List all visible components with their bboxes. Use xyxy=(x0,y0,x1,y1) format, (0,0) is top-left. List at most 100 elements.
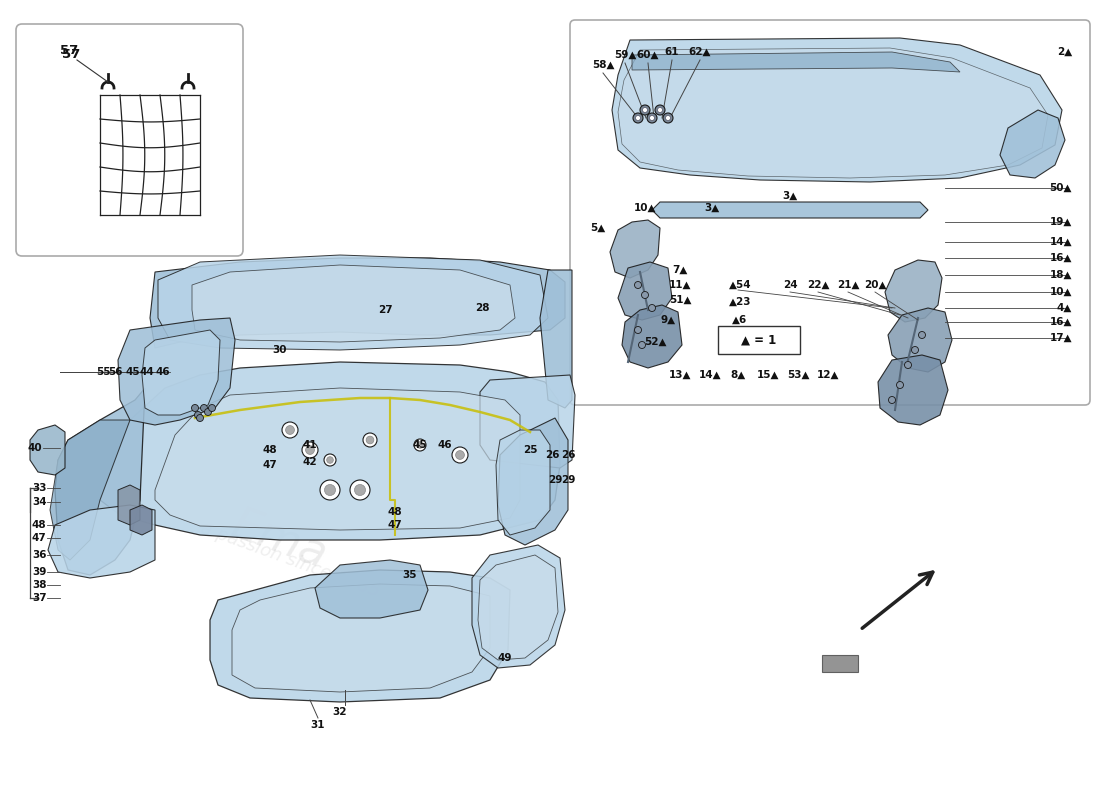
Text: 57: 57 xyxy=(60,43,78,57)
Text: 12▲: 12▲ xyxy=(816,370,839,380)
Text: 32: 32 xyxy=(332,707,348,717)
Circle shape xyxy=(306,446,315,454)
Polygon shape xyxy=(618,262,672,320)
Text: 11▲: 11▲ xyxy=(669,280,691,290)
Text: 9▲: 9▲ xyxy=(660,315,675,325)
Text: 30: 30 xyxy=(273,345,287,355)
Text: 20▲: 20▲ xyxy=(864,280,887,290)
Text: 46: 46 xyxy=(438,440,452,450)
Circle shape xyxy=(324,485,336,495)
Circle shape xyxy=(324,454,336,466)
Text: 14▲: 14▲ xyxy=(1049,237,1072,247)
Polygon shape xyxy=(480,375,575,468)
Text: 62▲: 62▲ xyxy=(689,47,712,57)
Circle shape xyxy=(658,107,662,113)
Text: 26: 26 xyxy=(561,450,575,460)
Text: 3▲: 3▲ xyxy=(782,191,797,201)
Text: 27: 27 xyxy=(377,305,393,315)
Text: 24: 24 xyxy=(783,280,798,290)
Text: 38: 38 xyxy=(32,580,46,590)
Text: 56: 56 xyxy=(108,367,122,377)
Text: 40: 40 xyxy=(28,443,43,453)
Polygon shape xyxy=(130,505,152,535)
Circle shape xyxy=(635,282,641,289)
Polygon shape xyxy=(50,420,130,560)
Polygon shape xyxy=(498,418,568,545)
Polygon shape xyxy=(232,584,490,692)
Text: 2▲: 2▲ xyxy=(1057,47,1072,57)
Text: 48: 48 xyxy=(387,507,403,517)
Circle shape xyxy=(195,411,201,418)
Text: 61: 61 xyxy=(664,47,680,57)
Text: a passion since 1985: a passion since 1985 xyxy=(198,519,382,601)
Text: 59▲: 59▲ xyxy=(614,50,636,60)
Circle shape xyxy=(889,397,895,403)
Text: 26: 26 xyxy=(544,450,559,460)
Text: 46: 46 xyxy=(155,367,169,377)
Circle shape xyxy=(635,326,641,334)
Text: Ema: Ema xyxy=(227,503,333,577)
Polygon shape xyxy=(621,305,682,368)
Polygon shape xyxy=(886,260,942,322)
Text: 14▲: 14▲ xyxy=(698,370,722,380)
Polygon shape xyxy=(155,388,520,530)
Circle shape xyxy=(286,426,295,434)
Circle shape xyxy=(414,439,426,451)
Text: 44: 44 xyxy=(140,367,155,377)
Text: 25: 25 xyxy=(522,445,537,455)
Circle shape xyxy=(912,346,918,354)
Text: 21▲: 21▲ xyxy=(837,280,859,290)
Text: 29: 29 xyxy=(548,475,562,485)
Circle shape xyxy=(642,107,648,113)
FancyBboxPatch shape xyxy=(570,20,1090,405)
Circle shape xyxy=(638,342,646,349)
Polygon shape xyxy=(210,570,510,702)
Text: 35: 35 xyxy=(403,570,417,580)
Text: 18▲: 18▲ xyxy=(1049,270,1072,280)
Polygon shape xyxy=(878,355,948,425)
Polygon shape xyxy=(540,270,572,408)
Text: 51▲: 51▲ xyxy=(669,295,691,305)
Circle shape xyxy=(366,436,374,444)
Text: 15▲: 15▲ xyxy=(757,370,779,380)
Text: ▲54: ▲54 xyxy=(728,280,751,290)
Circle shape xyxy=(209,405,216,411)
Text: 10▲: 10▲ xyxy=(1049,287,1072,297)
Circle shape xyxy=(663,113,673,123)
Circle shape xyxy=(417,442,424,448)
Text: ▲23: ▲23 xyxy=(728,297,751,307)
Text: 49: 49 xyxy=(497,653,513,663)
Polygon shape xyxy=(618,48,1048,178)
Text: 3▲: 3▲ xyxy=(704,203,719,213)
Polygon shape xyxy=(478,555,558,660)
Text: 19▲: 19▲ xyxy=(1049,217,1072,227)
Text: ▲6: ▲6 xyxy=(733,315,748,325)
Text: 7▲: 7▲ xyxy=(672,265,688,275)
Text: 16▲: 16▲ xyxy=(1049,317,1072,327)
Circle shape xyxy=(200,405,208,411)
Polygon shape xyxy=(612,38,1062,182)
Circle shape xyxy=(191,405,198,411)
Text: ▲ = 1: ▲ = 1 xyxy=(741,334,777,346)
Text: 47: 47 xyxy=(387,520,403,530)
Text: 52▲: 52▲ xyxy=(644,337,667,347)
Circle shape xyxy=(641,291,649,298)
Circle shape xyxy=(654,105,666,115)
Text: 57: 57 xyxy=(62,49,80,62)
Circle shape xyxy=(632,113,644,123)
Text: 60▲: 60▲ xyxy=(637,50,659,60)
Circle shape xyxy=(363,433,377,447)
Text: 36: 36 xyxy=(32,550,46,560)
Text: 33: 33 xyxy=(32,483,46,493)
Text: 5▲: 5▲ xyxy=(591,223,606,233)
Polygon shape xyxy=(632,52,960,72)
Circle shape xyxy=(350,480,370,500)
Text: 53▲: 53▲ xyxy=(786,370,810,380)
Text: 31: 31 xyxy=(310,720,326,730)
Text: 37: 37 xyxy=(32,593,46,603)
Text: 55: 55 xyxy=(96,367,110,377)
Polygon shape xyxy=(888,308,952,372)
Text: 29: 29 xyxy=(561,475,575,485)
Circle shape xyxy=(197,414,204,422)
Polygon shape xyxy=(30,425,65,475)
